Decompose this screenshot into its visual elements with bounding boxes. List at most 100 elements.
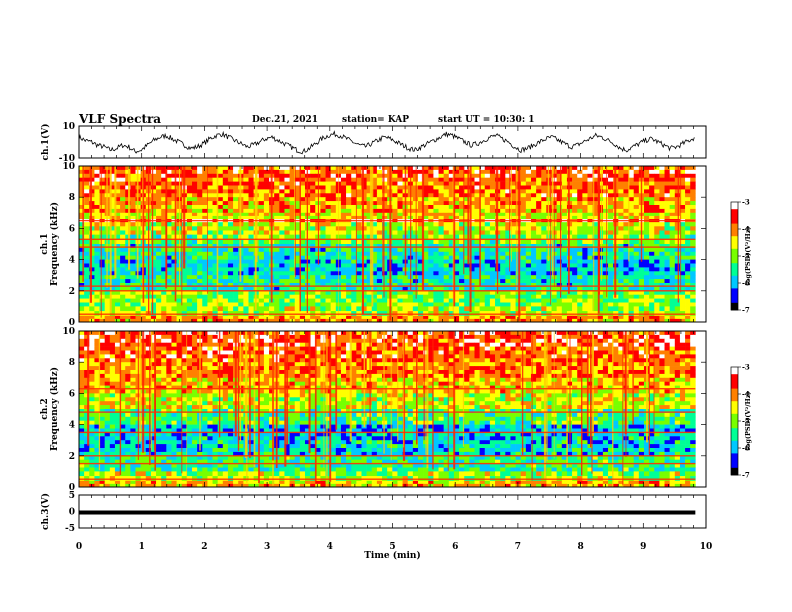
spectrogram-cell <box>484 283 491 288</box>
spectrogram-cell <box>114 189 121 194</box>
spectrogram-cell <box>510 212 516 217</box>
spectrogram-cell <box>202 208 208 214</box>
spectrogram-cell <box>366 267 373 272</box>
spectrogram-cell <box>130 215 136 220</box>
spectrogram-cell <box>161 226 167 231</box>
spectrogram-cell <box>679 193 686 198</box>
spectrogram-cell <box>561 283 568 288</box>
spectrogram-cell <box>469 169 475 175</box>
spectrogram-cell <box>474 205 480 210</box>
spectrogram-streak <box>452 166 454 316</box>
spectrogram-cell <box>561 169 568 175</box>
spectrogram-cell <box>135 318 141 323</box>
spectrogram-cell <box>135 302 141 307</box>
spectrogram-cell <box>84 306 90 312</box>
spectrogram-cell <box>104 306 111 312</box>
spectrogram-cell <box>525 230 532 235</box>
spectrogram-cell <box>330 201 337 206</box>
spectrogram-cell <box>479 298 486 303</box>
spectrogram-cell <box>541 201 547 206</box>
spectrogram-cell <box>325 259 331 264</box>
spectrogram-cell <box>674 298 681 303</box>
spectrogram-cell <box>397 230 403 235</box>
spectrogram-cell <box>361 247 367 253</box>
spectrogram-cell <box>392 239 398 245</box>
spectrogram-cell <box>643 298 650 303</box>
spectrogram-cell <box>320 318 326 323</box>
spectrogram-cell <box>654 177 660 182</box>
spectrogram-cell <box>227 283 234 288</box>
spectrogram-cell <box>530 318 537 323</box>
spectrogram-cell <box>464 267 470 272</box>
spectrogram-cell <box>556 259 563 264</box>
spectrogram-streak <box>338 166 339 316</box>
spectrogram-cell <box>325 173 331 178</box>
spectrogram-cell <box>489 315 496 320</box>
spectrogram-cell <box>84 318 90 323</box>
spectrogram-cell <box>258 169 265 175</box>
spectrogram-cell <box>623 302 629 307</box>
spectrogram-cell <box>243 239 249 245</box>
spectrogram-cell <box>289 208 296 214</box>
spectrogram-cell <box>500 275 506 280</box>
spectrogram-cell <box>633 255 640 260</box>
spectrogram-cell <box>546 259 552 264</box>
spectrogram-cell <box>284 263 290 268</box>
spectrogram-cell <box>340 244 347 249</box>
spectrogram-cell <box>310 315 316 320</box>
spectrogram-cell <box>294 247 301 253</box>
spectrogram-cell <box>361 318 367 323</box>
spectrogram-cell <box>330 226 337 231</box>
spectrogram-cell <box>674 201 681 206</box>
spectrogram-cell <box>161 215 167 220</box>
spectrogram-cell <box>222 271 229 276</box>
spectrogram-cell <box>340 298 347 303</box>
spectrogram-cell <box>613 306 619 312</box>
spectrogram-cell <box>109 315 116 320</box>
spectrogram-cell <box>541 271 547 276</box>
spectrogram-cell <box>592 302 599 307</box>
spectrogram-cell <box>541 212 547 217</box>
spectrogram-cell <box>500 193 506 198</box>
spectrogram-cell <box>340 247 347 253</box>
spectrogram-cell <box>464 173 470 178</box>
spectrogram-cell <box>674 215 681 220</box>
spectrogram-cell <box>438 173 444 178</box>
spectrogram-cell <box>438 286 444 292</box>
spectrogram-cell <box>233 275 239 280</box>
spectrogram-cell <box>561 173 568 178</box>
spectrogram-cell <box>376 302 383 307</box>
spectrogram-cell <box>597 185 604 190</box>
spectrogram-cell <box>592 283 599 288</box>
spectrogram-cell <box>361 185 367 190</box>
spectrogram-cell <box>608 279 614 284</box>
spectrogram-cell <box>510 255 516 260</box>
spectrogram-cell <box>433 201 439 206</box>
spectrogram-cell <box>227 181 234 186</box>
spectrogram-cell <box>263 298 270 303</box>
spectrogram-cell <box>669 177 676 182</box>
spectrogram-cell <box>325 193 331 198</box>
spectrogram-cell <box>484 298 491 303</box>
spectrogram-cell <box>525 234 532 240</box>
spectrogram-cell <box>351 201 357 206</box>
spectrogram-cell <box>150 302 157 307</box>
spectrogram-cell <box>248 173 254 178</box>
spectrogram-cell <box>407 294 414 299</box>
spectrogram-cell <box>597 267 604 272</box>
spectrogram-cell <box>443 294 450 299</box>
spectrogram-cell <box>448 283 455 288</box>
spectrogram-cell <box>643 283 650 288</box>
spectrogram-streak <box>554 166 555 287</box>
spectrogram-cell <box>443 259 450 264</box>
spectrogram-cell <box>325 166 331 171</box>
spectrogram-cell <box>412 212 419 217</box>
spectrogram-cell <box>525 215 532 220</box>
spectrogram-cell <box>587 259 593 264</box>
spectrogram-cell <box>279 263 285 268</box>
spectrogram-cell <box>459 318 465 323</box>
spectrogram-cell <box>602 255 609 260</box>
spectrogram-cell <box>207 205 213 210</box>
spectrogram-cell <box>356 263 362 268</box>
spectrogram-cell <box>294 193 301 198</box>
